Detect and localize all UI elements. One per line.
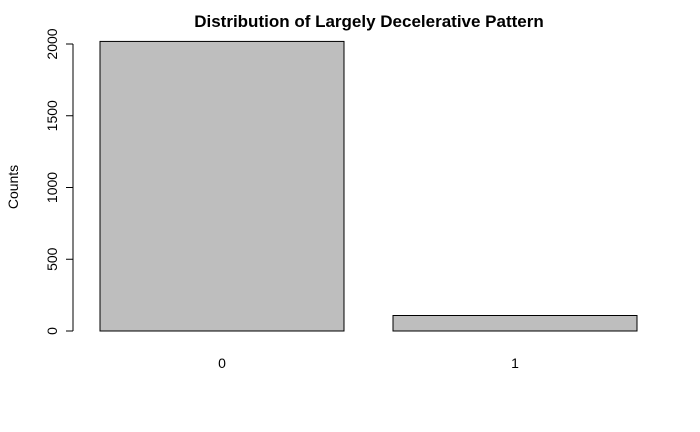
y-tick-label: 1500 [44,100,60,131]
x-category-label: 0 [218,355,226,371]
y-tick-label: 0 [44,327,60,335]
chart-title: Distribution of Largely Decelerative Pat… [194,12,544,31]
y-tick-label: 1000 [44,172,60,203]
y-tick-label: 500 [44,247,60,271]
y-axis: 0 500 1000 1500 2000 [44,28,74,335]
y-tick-label: 2000 [44,28,60,59]
y-axis-label: Counts [5,165,21,209]
bars [99,40,638,332]
bar-1 [392,315,638,332]
bar-0 [99,40,345,332]
x-category-label: 1 [511,355,519,371]
